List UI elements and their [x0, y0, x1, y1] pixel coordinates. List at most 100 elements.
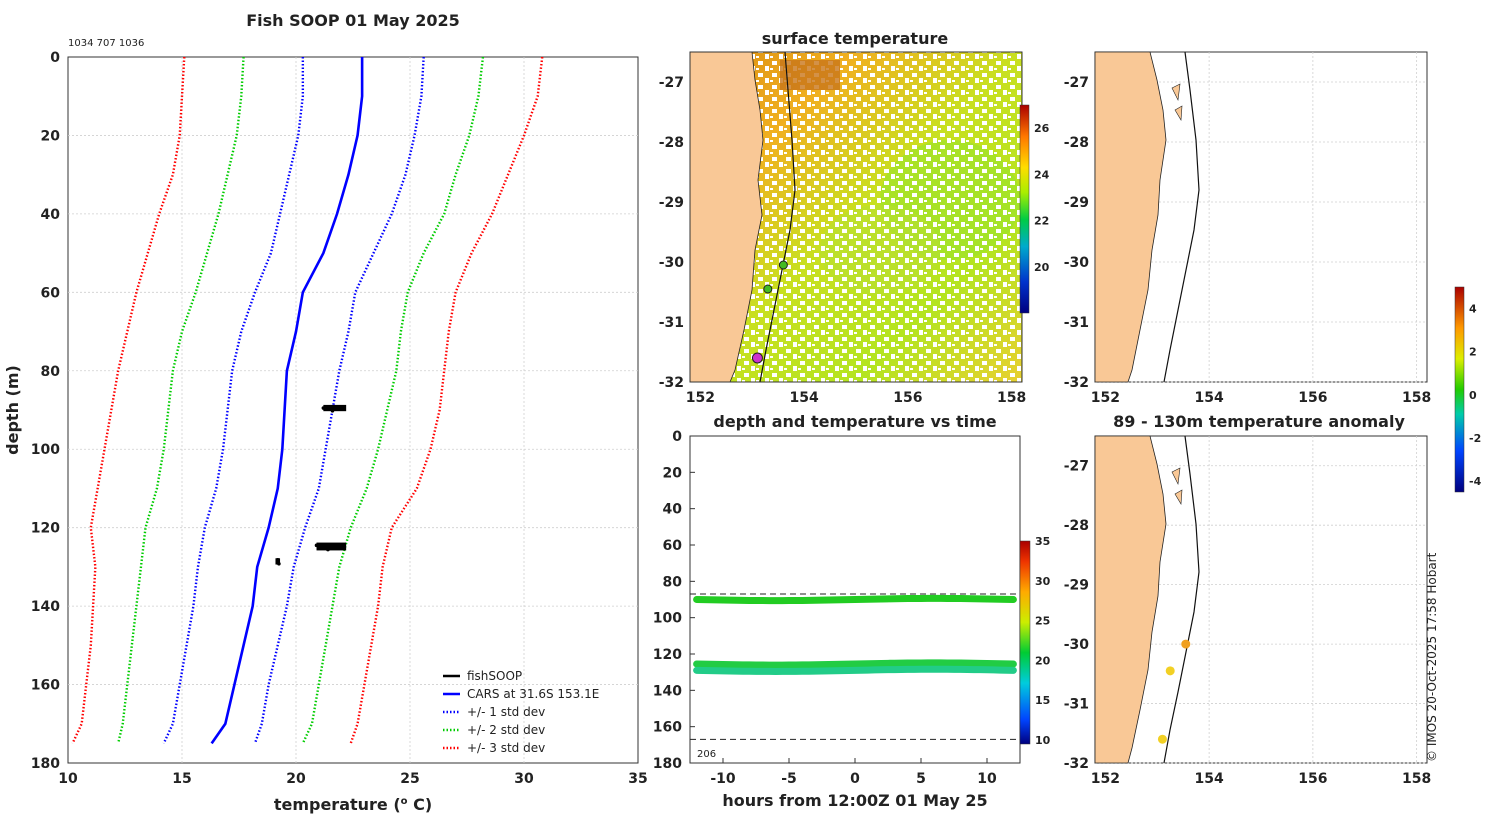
sst-station-marker — [778, 260, 788, 270]
time-ytick-label: 120 — [653, 647, 682, 663]
sst-station-marker — [763, 284, 773, 294]
time-xtick-label: 0 — [850, 771, 860, 787]
time-xlabel: hours from 12:00Z 01 May 25 — [722, 791, 987, 810]
anomaly-ytick-label: -32 — [1064, 756, 1089, 772]
time-colorbar-label: 10 — [1035, 734, 1051, 747]
time-ytick-label: 40 — [663, 502, 683, 518]
anomaly-ytick-label: -27 — [1064, 459, 1089, 475]
map-islands — [1171, 83, 1183, 121]
time-xtick-label: -5 — [781, 771, 797, 787]
time-colorbar-label: 25 — [1035, 615, 1050, 628]
fishsoop-point — [330, 408, 335, 413]
fishsoop-point — [314, 543, 319, 548]
anomaly-ytick-label: -31 — [1064, 697, 1089, 713]
profile-xtick-label: 35 — [628, 771, 647, 787]
sst-xtick-label: 158 — [997, 390, 1026, 406]
profile-line--1-std-dev — [253, 56, 425, 744]
time-colorbar-label: 20 — [1035, 654, 1051, 667]
anomaly-panel: 89 - 130m temperature anomaly 152 154 156 1… — [1064, 286, 1482, 787]
sst-ytick-label: -28 — [659, 135, 684, 151]
map-ytick-label: -27 — [1064, 75, 1089, 91]
profile-xtick-label: 15 — [172, 771, 191, 787]
map-ytick-label: -30 — [1064, 255, 1090, 271]
sst-panel: surface temperature 152 154 156 158 -27 -28 -… — [659, 29, 1050, 406]
legend-label-3: +/- 2 std dev — [467, 723, 545, 737]
legend-label-0: fishSOOP — [467, 669, 522, 683]
time-ytick-label: 80 — [663, 574, 683, 590]
map-ytick-label: -31 — [1064, 315, 1089, 331]
time-ytick-label: 20 — [663, 465, 683, 481]
time-ytick-label: 100 — [653, 611, 682, 627]
time-panel: depth and temperature vs time -10 -5 0 5 10 … — [653, 412, 1051, 810]
fishsoop-point — [321, 406, 326, 410]
profile-ytick-label: 20 — [41, 128, 61, 144]
time-xtick-label: 10 — [977, 771, 997, 787]
legend-label-1: CARS at 31.6S 153.1E — [467, 687, 599, 701]
sst-xtick-label: 152 — [686, 390, 715, 406]
map-xtick-label: 156 — [1298, 390, 1327, 406]
anomaly-islands — [1171, 467, 1183, 505]
anomaly-colorbar-label: 4 — [1469, 303, 1477, 316]
profile-ytick-label: 140 — [31, 599, 60, 615]
profile-xtick-label: 25 — [400, 771, 419, 787]
anomaly-point — [1157, 734, 1167, 744]
sst-xtick-label: 154 — [790, 390, 819, 406]
profile-line-cars-at-31-6s-153-1e — [210, 57, 364, 745]
sst-colorbar-label: 20 — [1034, 261, 1050, 274]
anomaly-colorbar-label: -2 — [1469, 432, 1481, 445]
anomaly-point — [1165, 666, 1175, 676]
anomaly-xtick-label: 154 — [1195, 771, 1224, 787]
sst-ytick-label: -31 — [659, 315, 684, 331]
fishsoop-point — [277, 561, 281, 566]
profile-axes — [67, 56, 639, 764]
credit-text: © IMOS 20-Oct-2025 17:58 Hobart — [1425, 552, 1439, 762]
map-xtick-label: 158 — [1402, 390, 1431, 406]
anomaly-ytick-label: -30 — [1064, 637, 1090, 653]
sst-colorbar-label: 26 — [1034, 122, 1050, 135]
sst-isobath — [759, 52, 796, 382]
sst-hotspot — [780, 60, 840, 90]
profile-xlabel: temperature (o C) — [274, 795, 432, 814]
fishsoop-point — [339, 406, 344, 410]
legend-label-2: +/- 1 std dev — [467, 705, 545, 719]
anomaly-xtick-label: 158 — [1402, 771, 1431, 787]
sst-ytick-label: -27 — [659, 75, 684, 91]
map-ytick-label: -29 — [1064, 195, 1089, 211]
profile-line--2-std-dev — [116, 56, 245, 744]
anomaly-title: 89 - 130m temperature anomaly — [1113, 412, 1405, 431]
profile-subtitle: 1034 707 1036 — [68, 38, 144, 49]
time-colorbar-label: 35 — [1035, 535, 1050, 548]
profile-ytick-label: 80 — [41, 364, 61, 380]
fishsoop-point — [275, 558, 280, 562]
profile-line--3-std-dev — [349, 56, 544, 744]
anomaly-colorbar — [1454, 286, 1465, 493]
profile-panel: Fish SOOP 01 May 2025 1034 707 1036 10 15… — [3, 11, 648, 814]
map-isobath — [1163, 51, 1200, 383]
time-colorbar-label: 15 — [1035, 694, 1050, 707]
anomaly-colorbar-label: -4 — [1469, 475, 1482, 488]
sst-colorbar-label: 24 — [1034, 168, 1050, 181]
time-colorbar-label: 30 — [1035, 575, 1051, 588]
profile-ytick-label: 60 — [41, 285, 61, 301]
anomaly-point — [1181, 639, 1191, 649]
profile-ytick-label: 0 — [50, 50, 60, 66]
anomaly-ytick-label: -29 — [1064, 578, 1089, 594]
sst-ytick-label: -32 — [659, 375, 684, 391]
anomaly-xtick-label: 156 — [1298, 771, 1327, 787]
sst-station-marker — [751, 352, 763, 364]
legend-label-4: +/- 3 std dev — [467, 741, 545, 755]
profile-xtick-label: 30 — [514, 771, 534, 787]
map-ytick-label: -32 — [1064, 375, 1089, 391]
map-xtick-label: 152 — [1091, 390, 1120, 406]
sst-land — [690, 52, 764, 382]
time-track — [693, 665, 1017, 675]
anomaly-xtick-label: 152 — [1091, 771, 1120, 787]
time-ytick-label: 160 — [653, 720, 682, 736]
profile-ytick-label: 40 — [41, 207, 61, 223]
profile-ylabel: depth (m) — [3, 365, 22, 455]
time-title: depth and temperature vs time — [713, 412, 996, 431]
profile-ytick-label: 180 — [31, 756, 60, 772]
profile-title: Fish SOOP 01 May 2025 — [246, 11, 460, 30]
sst-ytick-label: -29 — [659, 195, 684, 211]
map-xtick-label: 154 — [1195, 390, 1224, 406]
